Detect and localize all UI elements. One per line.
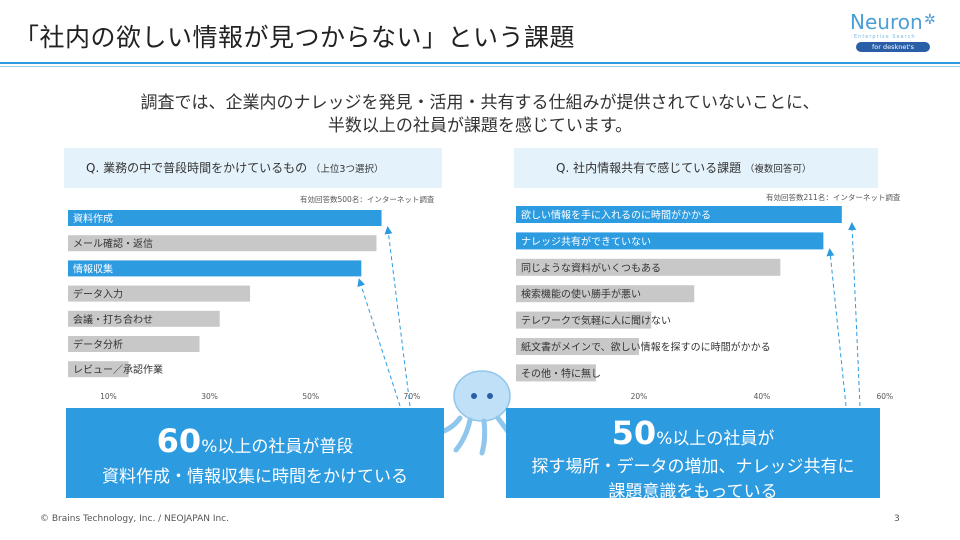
chart-bar-label: テレワークで気軽に人に聞けない (521, 314, 671, 327)
chart-left-subtitle: （上位3つ選択） (310, 164, 384, 175)
callout-right: 50%以上の社員が 探す場所・データの増加、ナレッジ共有に 課題意識をもっている (506, 408, 880, 502)
chart-bar (516, 338, 639, 355)
callout-left-number: 60 (156, 422, 202, 460)
chart-bar (68, 336, 200, 352)
callout-right-text: %以上の社員が (656, 429, 775, 449)
chart-bar-label: ナレッジ共有ができていない (521, 235, 651, 248)
connector-line (826, 248, 847, 407)
connector-line (848, 222, 861, 407)
chart-bar-label: その他・特に無し (521, 367, 601, 380)
chart-tick-label: 10% (100, 392, 117, 401)
neuron-logo: Neuron ✲ Enterprise Search for desknet's (846, 10, 946, 54)
chart-right-note: 有効回答数211名：インターネット調査 (766, 193, 901, 202)
logo-subtitle: Enterprise Search (854, 34, 916, 40)
chart-bar (68, 361, 129, 378)
connector-line (357, 278, 401, 407)
chart-bar (516, 206, 842, 223)
chart-right-subtitle: （複数回答可） (744, 164, 812, 175)
chart-bar (68, 285, 251, 302)
callout-right-line3: 課題意識をもっている (608, 482, 778, 502)
chart-bar (516, 258, 781, 276)
chart-bar (516, 311, 652, 329)
chart-bar (516, 364, 596, 382)
chart-bar-label: データ入力 (73, 288, 123, 301)
chart-right-header: Q. 社内情報共有で感じている課題 （複数回答可） (514, 148, 878, 188)
chart-left-note: 有効回答数500名：インターネット調査 (300, 195, 435, 204)
logo-tag: for desknet's (856, 42, 930, 52)
chart-bar (516, 285, 695, 303)
chart-bar-label: データ分析 (73, 338, 123, 351)
callout-left-text: %以上の社員が普段 (201, 437, 354, 457)
chart-bar (68, 210, 382, 226)
chart-bar-label: 同じような資料がいくつもある (521, 261, 661, 274)
chart-bar (68, 260, 362, 277)
chart-tick-label: 50% (302, 392, 319, 401)
callout-right-line2: 探す場所・データの増加、ナレッジ共有に (531, 457, 855, 477)
chart-tick-label: 30% (201, 392, 218, 401)
page-number: 3 (894, 514, 900, 524)
callout-left: 60%以上の社員が普段 資料作成・情報収集に時間をかけている (66, 408, 444, 498)
footer-copyright: © Brains Technology, Inc. / NEOJAPAN Inc… (40, 514, 229, 524)
logo-word: Neuron (850, 10, 923, 34)
chart-left-header: Q. 業務の中で普段時間をかけているもの （上位3つ選択） (64, 148, 442, 188)
chart-bar (68, 310, 220, 327)
connector-line (384, 226, 411, 407)
callout-left-line2: 資料作成・情報収集に時間をかけている (102, 467, 408, 487)
chart-bar-label: 紙文書がメインで、欲しい情報を探すのに時間がかかる (521, 341, 771, 354)
chart-left-title: Q. 業務の中で普段時間をかけているもの (86, 161, 308, 175)
chart-bar-label: 欲しい情報を手に入れるのに時間がかかる (521, 209, 711, 222)
chart-tick-label: 60% (877, 392, 894, 401)
chart-tick-label: 20% (631, 392, 648, 401)
chart-bar-label: 検索機能の使い勝手が悪い (521, 288, 641, 301)
lead-line-1: 調査では、企業内のナレッジを発見・活用・共有する仕組みが提供されていないことに、 (140, 93, 820, 113)
chart-tick-label: 40% (754, 392, 771, 401)
title-rule (0, 62, 960, 64)
title-rule-thin (0, 66, 960, 67)
chart-bar (516, 232, 824, 250)
chart-tick-label: 70% (404, 392, 421, 401)
callout-right-number: 50 (611, 414, 657, 452)
chart-right-title: Q. 社内情報共有で感じている課題 (556, 161, 742, 175)
callout-left-line1: 60%以上の社員が普段 (66, 422, 444, 460)
chart-bar (68, 235, 377, 252)
lead-line-2: 半数以上の社員が課題を感じています。 (327, 116, 633, 136)
page-title: 「社内の欲しい情報が見つからない」という課題 (14, 23, 576, 52)
chart-bar-label: 情報収集 (73, 262, 113, 275)
chart-bar-label: メール確認・返信 (73, 237, 153, 250)
chart-bar-label: レビュー／承認作業 (73, 363, 163, 376)
logo-spark-icon: ✲ (924, 12, 936, 28)
callout-right-line1: 50%以上の社員が (506, 414, 880, 452)
chart-bar-label: 会議・打ち合わせ (73, 313, 153, 326)
chart-bar-label: 資料作成 (73, 212, 113, 225)
